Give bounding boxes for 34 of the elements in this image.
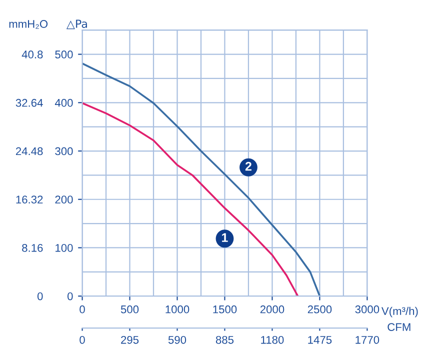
x2-tick-label: 1180 [261,336,284,344]
y-tick-label: 300 [55,147,73,156]
y2-tick-label: 16.32 [16,196,43,204]
x2-axis-title: CFM [388,323,410,332]
y-axis-title: △Pa [66,20,87,30]
y-tick-label: 0 [67,292,73,300]
series-label: 2 [245,162,252,171]
series-label: 1 [222,233,228,242]
y-tick-label: 500 [55,50,73,58]
y2-tick-label: 40.8 [22,50,43,58]
y-tick-label: 100 [56,244,73,252]
y-tick-label: 200 [55,196,73,204]
x-tick-label: 500 [120,305,139,314]
x-tick-label: 2000 [260,305,284,314]
x-tick-label: 3000 [355,305,380,314]
y2-tick-label: 24.48 [16,147,43,156]
x2-tick-label: 590 [168,336,186,344]
x-tick-label: 2500 [308,305,332,314]
y2-tick-label: 0 [37,292,43,300]
line-series [82,62,321,296]
y2-tick-label: 8.16 [22,244,43,252]
x-axis-title: V(m³/h) [381,306,418,318]
x2-tick-label: 885 [216,336,234,344]
x2-tick-label: 295 [121,336,139,344]
y2-axis-title: mmH₂O [9,20,48,29]
x2-tick-label: 1770 [356,336,380,344]
x2-tick-label: 1475 [308,336,332,344]
line-series [82,102,299,296]
x-tick-label: 1500 [213,305,237,314]
x2-tick-label: 0 [80,336,85,344]
y-tick-label: 400 [54,98,73,107]
x-tick-label: 1000 [166,305,190,314]
y2-tick-label: 32.64 [16,98,43,107]
x-tick-label: 0 [80,305,85,314]
